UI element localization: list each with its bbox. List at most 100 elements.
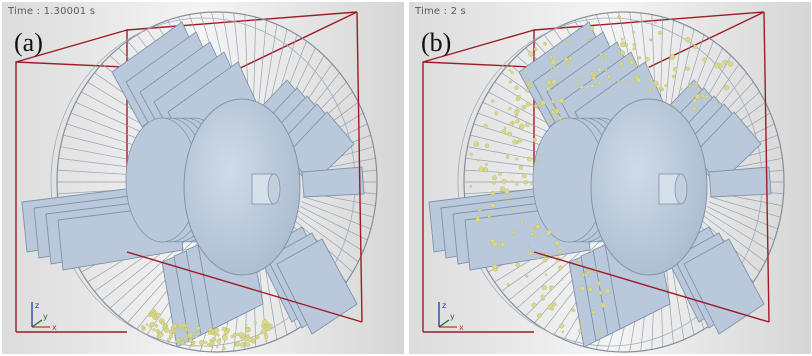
particle [188, 338, 193, 343]
particle [209, 338, 213, 342]
particle [245, 324, 248, 327]
particle [504, 188, 510, 195]
particle [579, 77, 583, 81]
particle [648, 87, 652, 92]
particle [187, 328, 190, 332]
particle [244, 342, 250, 348]
particle [508, 106, 512, 111]
particle [184, 329, 187, 332]
particle [514, 113, 519, 117]
particle [591, 310, 596, 315]
particle [536, 313, 542, 318]
particle [653, 80, 659, 86]
particle [685, 66, 690, 71]
particle [168, 334, 173, 339]
particle [511, 208, 514, 212]
particle [492, 181, 496, 185]
axis-triad: z xy [438, 301, 464, 332]
particle [152, 316, 156, 320]
blade [708, 166, 772, 198]
particle [551, 79, 557, 85]
particle [501, 178, 507, 184]
particle [535, 234, 539, 238]
time-readout: Time : 1.30001 s [8, 6, 96, 17]
particle [596, 330, 600, 334]
particle [152, 328, 156, 332]
particle [529, 232, 534, 237]
panel-label: (a) [14, 28, 43, 57]
particle [588, 286, 593, 292]
particle [632, 47, 636, 51]
particle [654, 20, 657, 24]
particle [178, 323, 183, 328]
particle [514, 110, 519, 115]
particle-cloud [469, 15, 734, 334]
particle [509, 80, 513, 84]
particle [469, 152, 473, 156]
particle [184, 339, 188, 343]
particle [649, 38, 653, 42]
particle [657, 30, 662, 35]
blade [276, 238, 358, 335]
particle [508, 68, 512, 72]
particle [604, 288, 611, 294]
particle [616, 79, 620, 83]
particle [596, 281, 602, 286]
particle [693, 44, 698, 50]
particle [147, 313, 152, 318]
particle [187, 332, 194, 339]
particle [580, 271, 584, 275]
particle [671, 74, 676, 79]
particle [540, 294, 545, 300]
particle [149, 321, 155, 327]
particle [245, 334, 250, 339]
particle [579, 285, 585, 292]
blade [301, 166, 365, 198]
particle [620, 50, 626, 56]
particle [533, 47, 538, 51]
particle [727, 61, 734, 67]
particle [537, 153, 541, 156]
panel-label: (b) [421, 28, 452, 57]
axis-x-label: x [52, 323, 57, 332]
drum-scene-a: z xy [2, 2, 404, 354]
particle [494, 111, 499, 115]
particle [507, 131, 513, 137]
particle [540, 100, 546, 106]
particle [524, 67, 529, 72]
particle [541, 285, 547, 291]
particle [222, 335, 228, 341]
particle [154, 323, 159, 328]
particle [526, 245, 529, 249]
particle-cloud [141, 308, 273, 351]
hub [183, 98, 301, 276]
particle [492, 175, 497, 181]
bounding-box-front [16, 11, 363, 333]
particle [478, 166, 484, 172]
particle [265, 322, 269, 326]
particle [476, 158, 480, 162]
particle [599, 52, 603, 57]
particle [521, 173, 527, 179]
shaft-end [674, 173, 688, 205]
particle [515, 262, 520, 267]
particle [627, 80, 630, 84]
particle [585, 269, 589, 272]
particle [180, 341, 185, 345]
particle [648, 77, 653, 82]
particle [221, 346, 226, 351]
particle [692, 98, 698, 103]
particle [669, 54, 676, 60]
particle [255, 335, 260, 339]
particle [550, 59, 557, 65]
particle [517, 94, 521, 99]
blade-assembly [21, 21, 365, 348]
particle [722, 59, 728, 65]
particle [575, 260, 579, 264]
particle [551, 99, 556, 104]
particle [215, 345, 219, 349]
particle [521, 104, 527, 110]
particle [490, 202, 496, 208]
particle [550, 68, 554, 72]
